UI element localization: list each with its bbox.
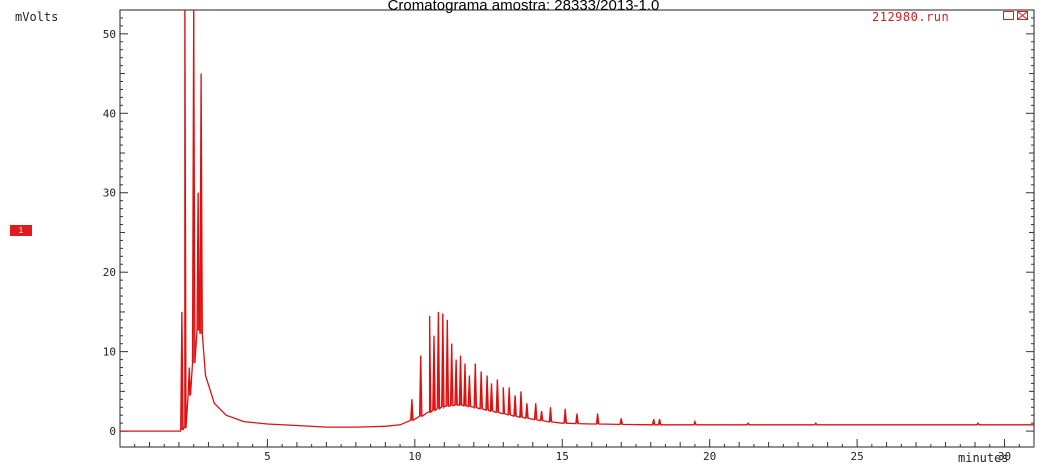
run-file-name[interactable]: 212980.run bbox=[872, 10, 950, 24]
close-icon[interactable] bbox=[1017, 11, 1028, 20]
plot-frame bbox=[119, 9, 1035, 448]
y-tick-label: 20 bbox=[103, 266, 116, 279]
y-tick-label: 10 bbox=[103, 346, 116, 359]
y-tick-label: 50 bbox=[103, 28, 116, 41]
x-tick-label: 5 bbox=[264, 450, 271, 463]
trace-marker-badge[interactable]: 1 bbox=[10, 225, 32, 236]
chromatogram-trace bbox=[120, 10, 1034, 432]
y-tick-label: 0 bbox=[109, 425, 116, 438]
window-controls bbox=[1003, 11, 1029, 21]
y-axis-label: mVolts bbox=[15, 10, 59, 24]
restore-icon[interactable] bbox=[1003, 11, 1014, 20]
x-tick-label: 15 bbox=[556, 450, 569, 463]
x-tick-label: 30 bbox=[998, 450, 1011, 463]
x-axis-label: minutes bbox=[958, 451, 1009, 465]
x-tick-label: 10 bbox=[408, 450, 421, 463]
x-tick-label: 25 bbox=[850, 450, 863, 463]
y-tick-label: 30 bbox=[103, 187, 116, 200]
y-tick-label: 40 bbox=[103, 107, 116, 120]
x-tick-label: 20 bbox=[703, 450, 716, 463]
